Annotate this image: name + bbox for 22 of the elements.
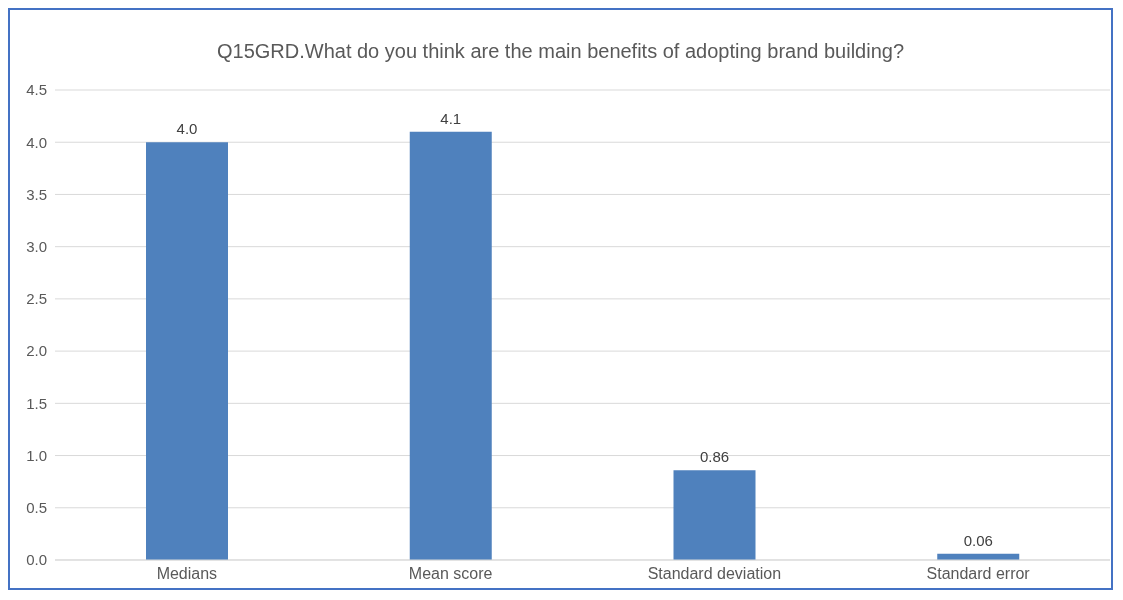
bar [146, 142, 228, 560]
x-tick-label: Standard deviation [647, 565, 782, 583]
y-tick-label: 4.5 [26, 81, 47, 99]
bar [673, 470, 756, 560]
y-tick-label: 2.0 [26, 342, 47, 360]
y-tick-label: 2.5 [26, 290, 47, 308]
y-tick-label: 0.5 [26, 499, 47, 517]
x-tick-label: Mean score [408, 565, 493, 583]
x-tick-label: Medians [156, 565, 218, 583]
y-tick-label: 3.5 [26, 185, 47, 203]
y-tick-label: 0.0 [26, 551, 47, 569]
y-tick-label: 1.5 [26, 394, 47, 412]
y-tick-label: 3.0 [26, 237, 47, 255]
data-label: 4.0 [176, 120, 198, 138]
chart-title: Q15GRD.What do you think are the main benefits of adopting brand building? [215, 40, 906, 64]
data-label: 4.1 [440, 109, 462, 127]
y-tick-label: 1.0 [26, 446, 47, 464]
data-label: 0.06 [963, 531, 993, 549]
bar [409, 131, 492, 560]
data-label: 0.86 [699, 448, 730, 466]
x-tick-label: Standard error [926, 565, 1031, 583]
y-tick-label: 4.0 [26, 133, 47, 151]
